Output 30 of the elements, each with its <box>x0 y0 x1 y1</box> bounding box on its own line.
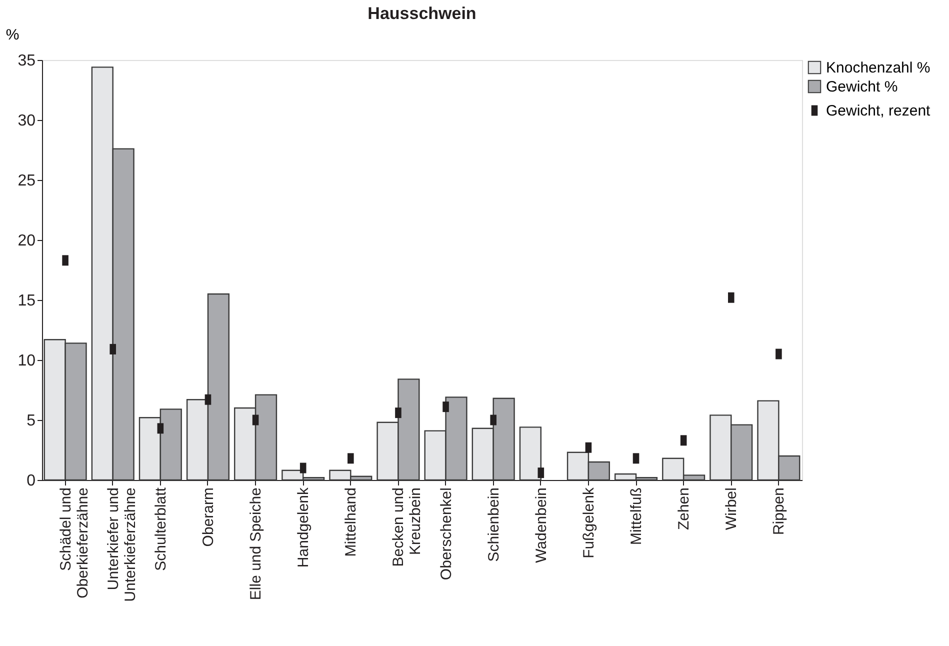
x-tick-label: Becken und Kreuzbein <box>390 488 424 567</box>
y-tick-label: 0 <box>26 472 36 490</box>
x-tick-label: Unterkiefer und Unterkieferzähne <box>104 488 139 602</box>
legend-label: Gewicht % <box>826 78 898 96</box>
legend-label: Gewicht, rezent <box>826 102 932 120</box>
x-tick-label: Schulterblatt <box>152 486 170 571</box>
y-tick-label: 10 <box>18 352 36 370</box>
y-axis-title: % <box>6 26 20 44</box>
y-tick-label: 30 <box>18 112 36 130</box>
x-tick-label: Schädel und Oberkieferzähne <box>57 488 92 598</box>
x-tick-label: Rippen <box>770 488 788 536</box>
x-tick-label: Schienbein <box>485 488 502 562</box>
x-tick-label: Wirbel <box>723 488 740 530</box>
x-tick-label: Mittelfuß <box>628 488 646 546</box>
x-tick-label: Handgelenk <box>295 487 312 568</box>
y-tick-label: 5 <box>26 412 36 430</box>
y-tick-label: 20 <box>18 232 36 250</box>
x-tick-label: Zehen <box>676 488 693 530</box>
x-tick-label: Elle und Speiche <box>248 488 265 600</box>
x-tick-label: Wadenbein <box>532 488 550 563</box>
x-tick-label: Mittelhand <box>342 488 360 557</box>
y-tick-label: 15 <box>18 292 36 310</box>
x-tick-label: Oberarm <box>200 488 217 547</box>
y-tick-label: 35 <box>18 52 36 70</box>
legend-label: Knochenzahl % <box>826 60 930 76</box>
x-tick-label: Oberschenkel <box>438 488 455 580</box>
chart-title: Hausschwein <box>368 4 476 23</box>
y-tick-label: 25 <box>18 172 36 190</box>
x-tick-label: Fußgelenk <box>580 487 598 558</box>
bar <box>519 426 542 481</box>
